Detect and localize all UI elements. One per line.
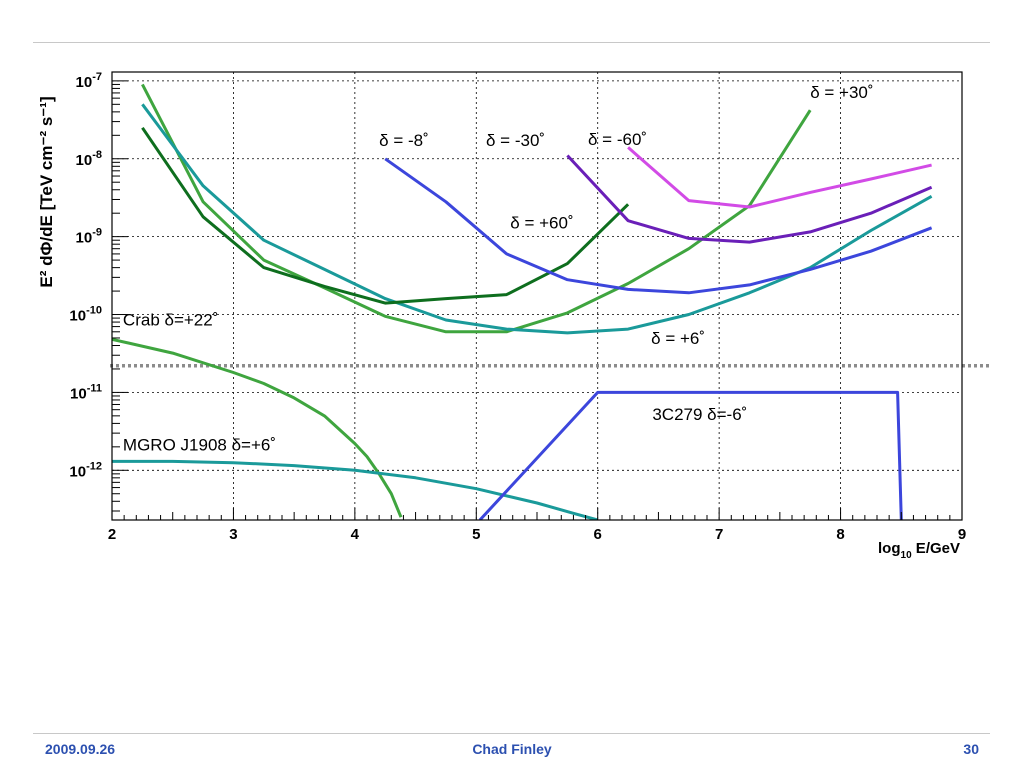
series-annotation: δ = -8˚ bbox=[379, 131, 429, 150]
top-divider bbox=[33, 42, 990, 43]
x-axis-label: log10 E/GeV bbox=[878, 540, 960, 561]
y-tick-label: 10-10 bbox=[69, 305, 102, 325]
x-tick-label: 3 bbox=[229, 526, 237, 543]
chart-grid bbox=[112, 72, 962, 520]
bottom-divider bbox=[33, 733, 990, 734]
x-tick-label: 9 bbox=[958, 526, 966, 543]
series-annotation: δ = +30˚ bbox=[810, 83, 873, 102]
chart-series bbox=[112, 83, 933, 520]
x-tick-label: 7 bbox=[715, 526, 723, 543]
y-tick-label: 10-9 bbox=[76, 227, 102, 247]
x-tick-label: 6 bbox=[594, 526, 602, 543]
x-tick-label: 8 bbox=[836, 526, 844, 543]
footer-page-number: 30 bbox=[963, 741, 979, 757]
chart-annotations: δ = +30˚ δ = -8˚ δ = -30˚ δ = -60˚ δ = +60˚ δ… bbox=[123, 83, 874, 454]
series-line bbox=[112, 337, 403, 518]
series-line bbox=[627, 146, 932, 209]
y-tick-label: 10-7 bbox=[76, 71, 102, 91]
series-line bbox=[384, 157, 933, 295]
y-tick-label: 10-8 bbox=[76, 149, 102, 169]
x-tick-label: 2 bbox=[108, 526, 116, 543]
series-annotation: Crab δ=+22˚ bbox=[123, 311, 218, 330]
axis-ticks: 2 3 4 5 6 7 8 9 10-7 10-8 10-9 10-10 10-11 10-12 bbox=[69, 71, 966, 543]
series-annotation: MGRO J1908 δ=+6˚ bbox=[123, 435, 276, 454]
series-line bbox=[141, 83, 812, 334]
series-annotation: 3C279 δ=-6˚ bbox=[652, 405, 747, 424]
series-line bbox=[112, 459, 599, 520]
y-tick-label: 10-11 bbox=[70, 382, 102, 402]
footer-date: 2009.09.26 bbox=[45, 741, 116, 757]
sensitivity-chart: 2 3 4 5 6 7 8 9 10-7 10-8 10-9 10-10 10-11 10-12 δ = … bbox=[37, 71, 990, 561]
series-line bbox=[566, 154, 933, 244]
x-tick-label: 4 bbox=[351, 526, 360, 543]
series-line bbox=[141, 126, 630, 305]
y-axis-label: E² dΦ/dE [TeV cm⁻² s⁻¹] bbox=[37, 96, 56, 287]
series-annotation: δ = -60˚ bbox=[588, 130, 647, 149]
y-tick-label: 10-12 bbox=[69, 460, 102, 480]
series-annotation: δ = +60˚ bbox=[510, 214, 573, 233]
series-line bbox=[478, 390, 903, 520]
footer-author: Chad Finley bbox=[472, 741, 552, 757]
x-tick-label: 5 bbox=[472, 526, 480, 543]
series-annotation: δ = -30˚ bbox=[486, 131, 545, 150]
series-annotation: δ = +6˚ bbox=[651, 329, 705, 348]
